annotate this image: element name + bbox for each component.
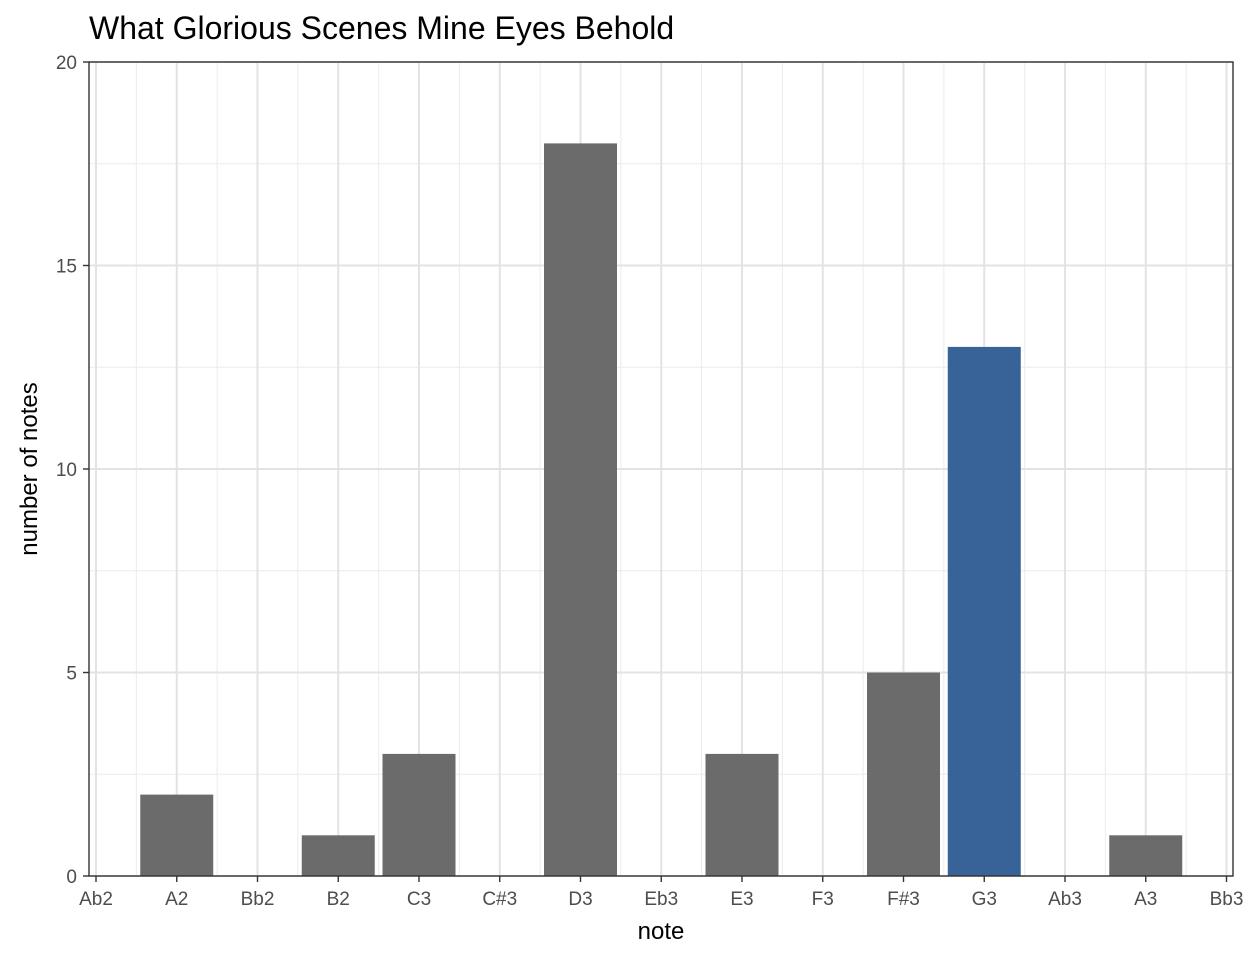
- x-tick-label: D3: [568, 889, 592, 910]
- x-axis-title: note: [638, 918, 685, 945]
- x-tick-label: F3: [812, 889, 834, 910]
- x-tick-label: E3: [730, 889, 753, 910]
- bar-fsharp3: [867, 672, 940, 876]
- y-tick-label: 5: [66, 664, 77, 685]
- y-tick-label: 20: [56, 53, 77, 74]
- x-tick-label: B2: [327, 889, 350, 910]
- y-axis: 0 5 10 15 20: [56, 53, 89, 888]
- x-tick-label: F#3: [887, 889, 920, 910]
- bar-c3: [382, 753, 456, 876]
- bar-e3: [705, 753, 779, 876]
- y-tick-label: 0: [66, 867, 77, 888]
- x-tick-label: C#3: [482, 889, 517, 910]
- bars: [140, 143, 1183, 876]
- x-tick-label: Bb3: [1210, 889, 1244, 910]
- x-tick-label: Ab3: [1048, 889, 1082, 910]
- x-tick-label: Ab2: [79, 889, 113, 910]
- y-tick-label: 10: [56, 460, 77, 481]
- x-axis: Ab2 A2 Bb2 B2 C3 C#3 D3 Eb3 E3 F3 F#3 G3 Ab3 A3 Bb3: [79, 876, 1243, 910]
- x-tick-label: A2: [165, 889, 188, 910]
- x-tick-label: A3: [1134, 889, 1157, 910]
- x-tick-label: Eb3: [644, 889, 678, 910]
- bar-d3: [544, 143, 617, 876]
- bar-a2: [140, 794, 214, 876]
- x-tick-label: G3: [972, 889, 997, 910]
- bar-b2: [301, 835, 375, 876]
- y-tick-label: 15: [56, 257, 77, 278]
- y-axis-title: number of notes: [16, 382, 43, 555]
- chart-title: What Glorious Scenes Mine Eyes Behold: [89, 10, 674, 46]
- x-tick-label: C3: [407, 889, 431, 910]
- bar-a3: [1109, 835, 1183, 876]
- bar-g3: [947, 346, 1021, 876]
- x-tick-label: Bb2: [241, 889, 275, 910]
